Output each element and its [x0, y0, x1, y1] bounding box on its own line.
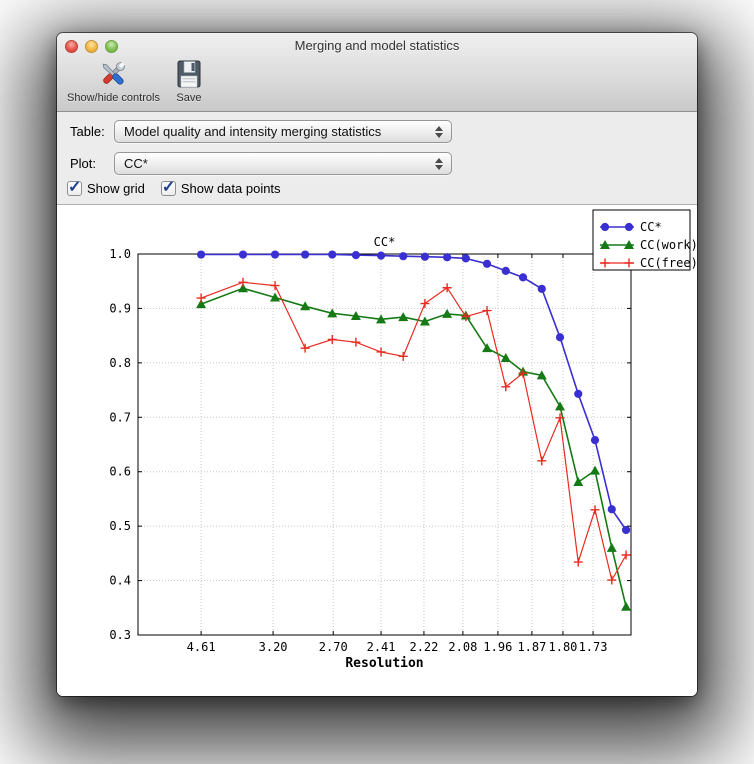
table-select-value: Model quality and intensity merging stat… — [124, 124, 382, 139]
toolbar: Show/hide controls Save — [57, 57, 212, 111]
minimize-button[interactable] — [85, 40, 98, 53]
plot-select-value: CC* — [124, 156, 148, 171]
axis-ticks — [138, 253, 631, 636]
window-chrome: Merging and model statistics — [57, 33, 697, 112]
svg-text:1.80: 1.80 — [549, 640, 578, 654]
window-title: Merging and model statistics — [294, 38, 460, 53]
save-label: Save — [176, 92, 202, 104]
stepper-arrows-icon — [434, 125, 444, 139]
controls-panel: Table: Model quality and intensity mergi… — [57, 112, 697, 204]
svg-text:1.73: 1.73 — [579, 640, 608, 654]
show-data-points-checkbox[interactable] — [160, 177, 176, 197]
show-grid-label: Show grid — [87, 181, 145, 196]
svg-text:CC(work): CC(work) — [640, 238, 697, 252]
plot-select[interactable]: CC* — [114, 152, 452, 175]
show-data-points-checkbox-group: Show data points — [160, 177, 281, 197]
svg-text:1.87: 1.87 — [517, 640, 546, 654]
plot-label: Plot: — [70, 156, 97, 171]
stepper-arrows-icon — [434, 157, 444, 171]
series-CC(work) — [196, 283, 632, 611]
svg-text:3.20: 3.20 — [259, 640, 288, 654]
svg-text:0.4: 0.4 — [109, 574, 131, 588]
series-CC(free) — [196, 277, 631, 585]
svg-text:0.6: 0.6 — [109, 465, 131, 479]
zoom-button[interactable] — [105, 40, 118, 53]
svg-text:2.70: 2.70 — [319, 640, 348, 654]
svg-text:0.9: 0.9 — [109, 301, 131, 315]
axis-tick-labels: 4.61 3.20 2.70 2.41 2.22 2.08 1.96 1.87 1.80 1.73… — [109, 247, 607, 654]
chart-canvas: 4.61 3.20 2.70 2.41 2.22 2.08 1.96 1.87 1.80 1.73… — [109, 209, 697, 671]
series-CC* — [197, 250, 631, 535]
close-button[interactable] — [65, 40, 78, 53]
title-bar: Merging and model statistics — [57, 33, 697, 57]
figure-area: 4.61 3.20 2.70 2.41 2.22 2.08 1.96 1.87 1.80 1.73… — [57, 205, 697, 696]
svg-text:4.61: 4.61 — [187, 640, 216, 654]
show-grid-checkbox-group: Show grid — [67, 177, 145, 197]
plot-border — [137, 253, 632, 636]
panel-separator — [57, 204, 697, 205]
tools-icon — [103, 62, 126, 85]
save-button[interactable]: Save — [166, 57, 212, 106]
chart-title: CC* — [374, 235, 396, 249]
grid-lines — [138, 253, 631, 636]
show-data-points-label: Show data points — [180, 181, 281, 196]
chart-legend: CC* CC(work) CC(free) — [592, 209, 697, 271]
table-label: Table: — [70, 124, 105, 139]
show-grid-checkbox[interactable] — [67, 177, 82, 197]
app-window: Merging and model statistics — [57, 33, 697, 696]
svg-text:0.7: 0.7 — [109, 410, 131, 424]
x-axis-label: Resolution — [345, 656, 423, 671]
svg-text:CC*: CC* — [640, 220, 662, 234]
save-icon — [177, 60, 201, 88]
svg-text:2.41: 2.41 — [367, 640, 396, 654]
traffic-lights — [65, 40, 118, 53]
svg-text:2.22: 2.22 — [409, 640, 438, 654]
svg-text:1.0: 1.0 — [109, 247, 131, 261]
svg-text:CC(free): CC(free) — [640, 256, 697, 270]
svg-text:1.96: 1.96 — [483, 640, 512, 654]
show-hide-controls-label: Show/hide controls — [67, 92, 160, 104]
table-select[interactable]: Model quality and intensity merging stat… — [114, 120, 452, 143]
svg-text:2.08: 2.08 — [448, 640, 477, 654]
svg-text:0.8: 0.8 — [109, 356, 131, 370]
show-hide-controls-button[interactable]: Show/hide controls — [61, 57, 166, 106]
svg-text:0.5: 0.5 — [109, 519, 131, 533]
svg-text:0.3: 0.3 — [109, 628, 131, 642]
